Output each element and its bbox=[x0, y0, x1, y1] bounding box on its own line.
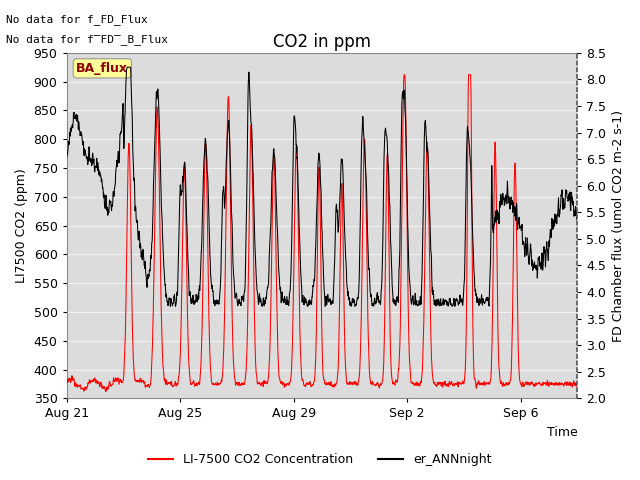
Text: No data for f_FD_Flux: No data for f_FD_Flux bbox=[6, 14, 148, 25]
Legend: LI-7500 CO2 Concentration, er_ANNnight: LI-7500 CO2 Concentration, er_ANNnight bbox=[143, 448, 497, 471]
Title: CO2 in ppm: CO2 in ppm bbox=[273, 33, 371, 51]
Text: Time: Time bbox=[547, 426, 577, 439]
Y-axis label: LI7500 CO2 (ppm): LI7500 CO2 (ppm) bbox=[15, 168, 28, 283]
Text: BA_flux: BA_flux bbox=[76, 62, 129, 75]
Y-axis label: FD Chamber flux (umol CO2 m-2 s-1): FD Chamber flux (umol CO2 m-2 s-1) bbox=[612, 109, 625, 342]
Text: No data for f̅FD̅_B_Flux: No data for f̅FD̅_B_Flux bbox=[6, 34, 168, 45]
